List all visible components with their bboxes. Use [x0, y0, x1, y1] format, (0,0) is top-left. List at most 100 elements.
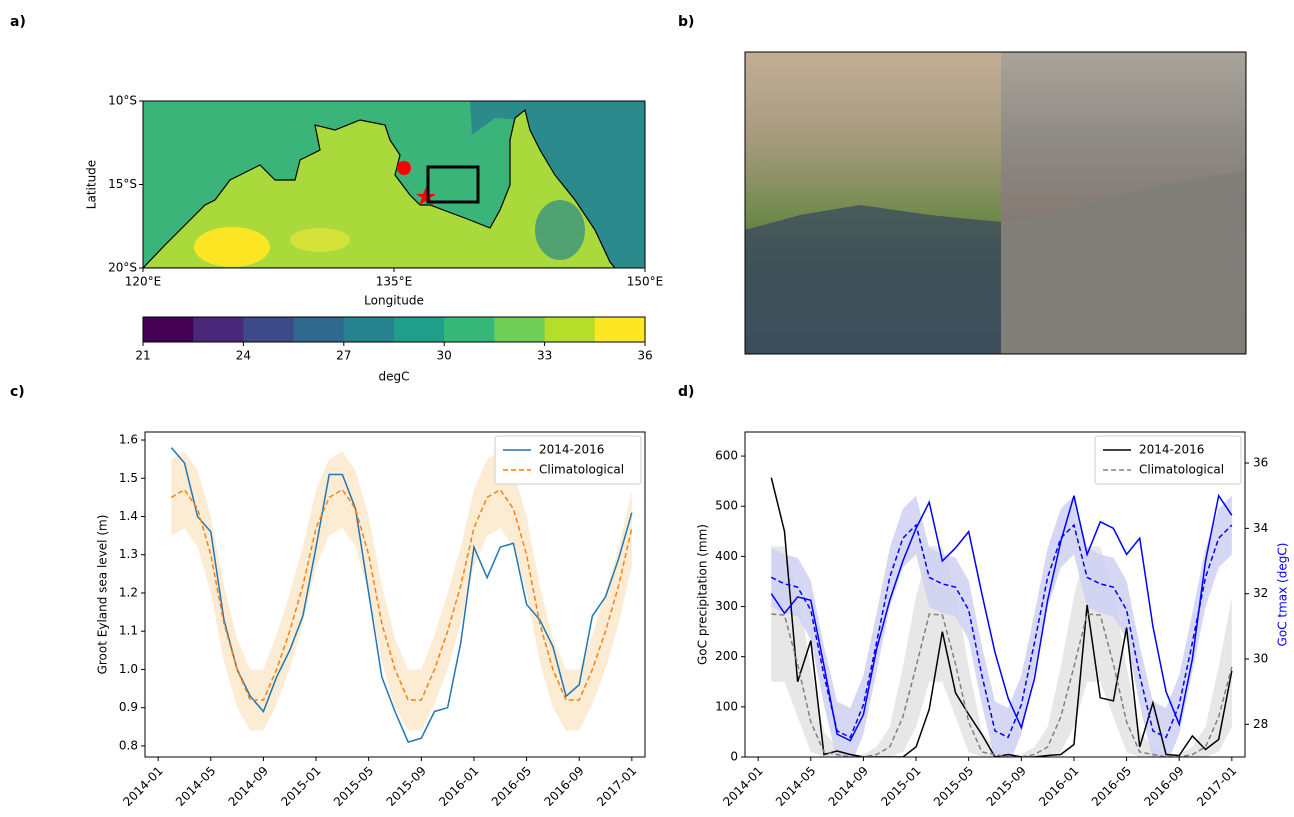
legend-label: Climatological — [1139, 463, 1224, 477]
y2-tick-label: 36 — [1253, 456, 1268, 470]
x-tick-label: 2017-01 — [594, 764, 639, 809]
y-tick-label: 1.1 — [119, 624, 138, 638]
region-box — [426, 165, 480, 204]
data-line — [770, 493, 1233, 742]
x-tick-label: 2014-09 — [826, 764, 871, 809]
y2-tick-label: 28 — [1253, 717, 1268, 731]
x-tick-label: 2014-01 — [720, 764, 765, 809]
y-tick-label: 1.3 — [119, 547, 138, 561]
panel-label: d) — [678, 384, 694, 400]
x-tick-label: 150°E — [627, 275, 664, 289]
water — [745, 205, 1001, 354]
y-axis-label: GoC precipitation (mm) — [696, 524, 710, 665]
colorbar-segment — [243, 317, 295, 342]
x-tick-label: 2016-09 — [541, 764, 586, 809]
map-drawing — [143, 101, 645, 268]
panel-label: b) — [678, 14, 694, 30]
x-tick-label: 2016-01 — [436, 764, 481, 809]
x-tick-label: 2017-01 — [1194, 764, 1239, 809]
confidence-band — [171, 451, 632, 731]
y-tick-label: 200 — [715, 649, 738, 663]
colorbar-segment — [143, 317, 194, 342]
data-line — [770, 523, 1233, 739]
axes-frame — [744, 431, 1246, 758]
x-tick-label: 2016-01 — [1036, 764, 1081, 809]
x-tick-label: 2015-09 — [984, 764, 1029, 809]
colorbar-segment — [544, 317, 596, 342]
x-tick-label: 135°E — [376, 275, 413, 289]
colorbar-tick-label: 33 — [537, 349, 552, 363]
x-tick-label: 2014-09 — [226, 764, 271, 809]
legend-label: 2014-2016 — [539, 443, 604, 457]
x-tick-label: 2015-09 — [384, 764, 429, 809]
y2-axis-label: GoC tmax (degC) — [1276, 543, 1290, 647]
cool-spot — [535, 200, 585, 260]
x-tick-label: 2014-01 — [120, 764, 165, 809]
y-tick-label: 1.6 — [119, 433, 138, 447]
legend-box — [1094, 435, 1242, 485]
y-tick-label: 0 — [730, 750, 738, 764]
y-tick-label: 1.4 — [119, 509, 138, 523]
plot-area — [170, 447, 633, 743]
colorbar-tick-label: 21 — [135, 349, 150, 363]
panel-label: a) — [10, 14, 26, 30]
photo-frame — [744, 51, 1247, 355]
x-tick-label: 2014-05 — [173, 764, 218, 809]
colorbar-segment — [394, 317, 445, 342]
y-tick-label: 1.5 — [119, 471, 138, 485]
confidence-band — [771, 546, 1232, 757]
y-tick-label: 500 — [715, 499, 738, 513]
y-tick-label: 1.0 — [119, 662, 138, 676]
ocean-cool — [470, 101, 645, 268]
data-line — [170, 488, 633, 701]
water — [1001, 170, 1246, 354]
x-tick-label: 2016-05 — [1089, 764, 1134, 809]
x-tick-label: 2016-05 — [489, 764, 534, 809]
hot-spot — [290, 228, 350, 252]
y2-tick-label: 34 — [1253, 521, 1268, 535]
land — [143, 108, 616, 268]
axes-frame — [144, 431, 646, 758]
y-tick-label: 0.8 — [119, 738, 138, 752]
hot-spot — [194, 227, 270, 267]
colorbar-segment — [494, 317, 546, 342]
legend-label: 2014-2016 — [1139, 443, 1204, 457]
colorbar-segment — [343, 317, 395, 342]
y-tick-label: 0.9 — [119, 700, 138, 714]
x-tick-label: 2014-05 — [773, 764, 818, 809]
y-axis-label: Latitude — [85, 160, 99, 209]
x-tick-label: 120°E — [125, 275, 162, 289]
y-tick-label: 600 — [715, 449, 738, 463]
y-tick-label: 1.2 — [119, 585, 138, 599]
colorbar-label: degC — [379, 370, 410, 384]
y-tick-label: 10°S — [108, 94, 137, 108]
y-tick-label: 400 — [715, 549, 738, 563]
data-line — [170, 447, 633, 743]
plot-area — [770, 477, 1233, 757]
x-tick-label: 2015-05 — [931, 764, 976, 809]
x-tick-label: 2015-01 — [278, 764, 323, 809]
panel-label: c) — [10, 384, 25, 400]
photo — [744, 51, 1247, 355]
legend-box — [494, 435, 642, 485]
confidence-band — [771, 495, 1232, 757]
y-tick-label: 15°S — [108, 177, 137, 191]
y-tick-label: 300 — [715, 599, 738, 613]
y-tick-label: 100 — [715, 699, 738, 713]
colorbar-segment — [594, 317, 646, 342]
x-tick-label: 2015-05 — [331, 764, 376, 809]
y2-tick-label: 30 — [1253, 652, 1268, 666]
site-marker — [397, 161, 411, 175]
x-axis-label: Longitude — [364, 294, 424, 308]
colorbar-segment — [193, 317, 244, 342]
colorbar-segment — [444, 317, 495, 342]
y2-tick-label: 32 — [1253, 586, 1268, 600]
colorbar-frame — [142, 316, 646, 343]
y-tick-label: 20°S — [108, 261, 137, 275]
colorbar-segment — [293, 317, 345, 342]
colorbar-tick-label: 24 — [236, 349, 251, 363]
x-tick-label: 2016-09 — [1141, 764, 1186, 809]
colorbar-tick-label: 36 — [637, 349, 652, 363]
x-tick-label: 2015-01 — [878, 764, 923, 809]
